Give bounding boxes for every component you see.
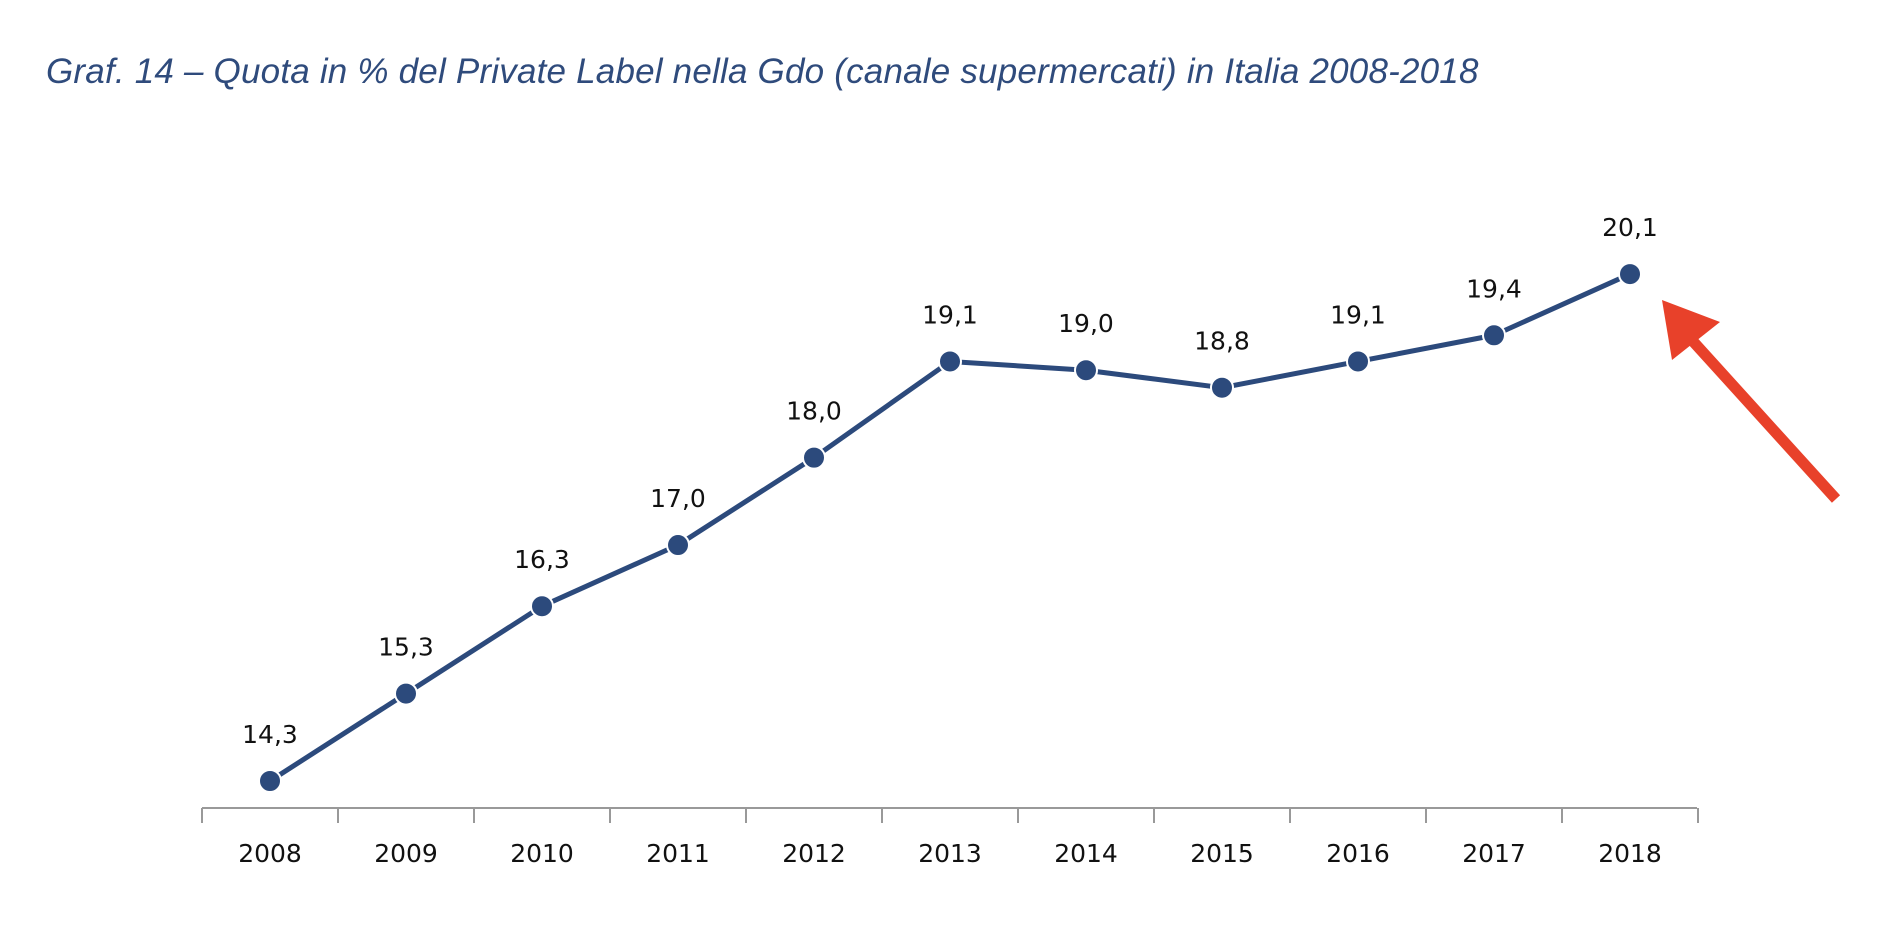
data-label: 20,1 [1602,213,1658,242]
x-tick-label: 2008 [238,839,302,868]
x-tick-label: 2018 [1598,839,1662,868]
data-point [1618,262,1642,287]
data-point [666,533,690,558]
data-point [1346,349,1370,374]
data-label: 18,0 [786,397,842,426]
data-point [1210,375,1234,400]
arrow-shaft [1685,334,1841,503]
x-tick-label: 2013 [918,839,982,868]
data-point [258,769,282,793]
x-tick-label: 2011 [646,839,710,868]
data-point [1074,358,1098,383]
data-label: 18,8 [1194,327,1250,356]
x-tick-label: 2015 [1190,839,1254,868]
data-label: 19,1 [922,300,978,329]
x-tick-label: 2012 [782,839,846,868]
data-label: 17,0 [650,484,706,513]
chart-title: Graf. 14 – Quota in % del Private Label … [46,52,1479,91]
data-label: 19,4 [1466,274,1522,303]
x-tick-label: 2010 [510,839,574,868]
data-label: 16,3 [514,545,570,574]
data-point [938,349,962,374]
arrow-head-icon [1662,300,1720,360]
data-label: 14,3 [242,720,298,749]
x-tick-label: 2014 [1054,839,1118,868]
data-point [1482,323,1506,348]
data-label: 19,1 [1330,300,1386,329]
data-point [394,681,418,706]
x-tick-label: 2017 [1462,839,1526,868]
x-tick-label: 2016 [1326,839,1390,868]
data-point [802,445,826,470]
data-label: 19,0 [1058,309,1114,338]
x-tick-label: 2009 [374,839,438,868]
data-point [530,594,554,619]
data-label: 15,3 [378,633,434,662]
